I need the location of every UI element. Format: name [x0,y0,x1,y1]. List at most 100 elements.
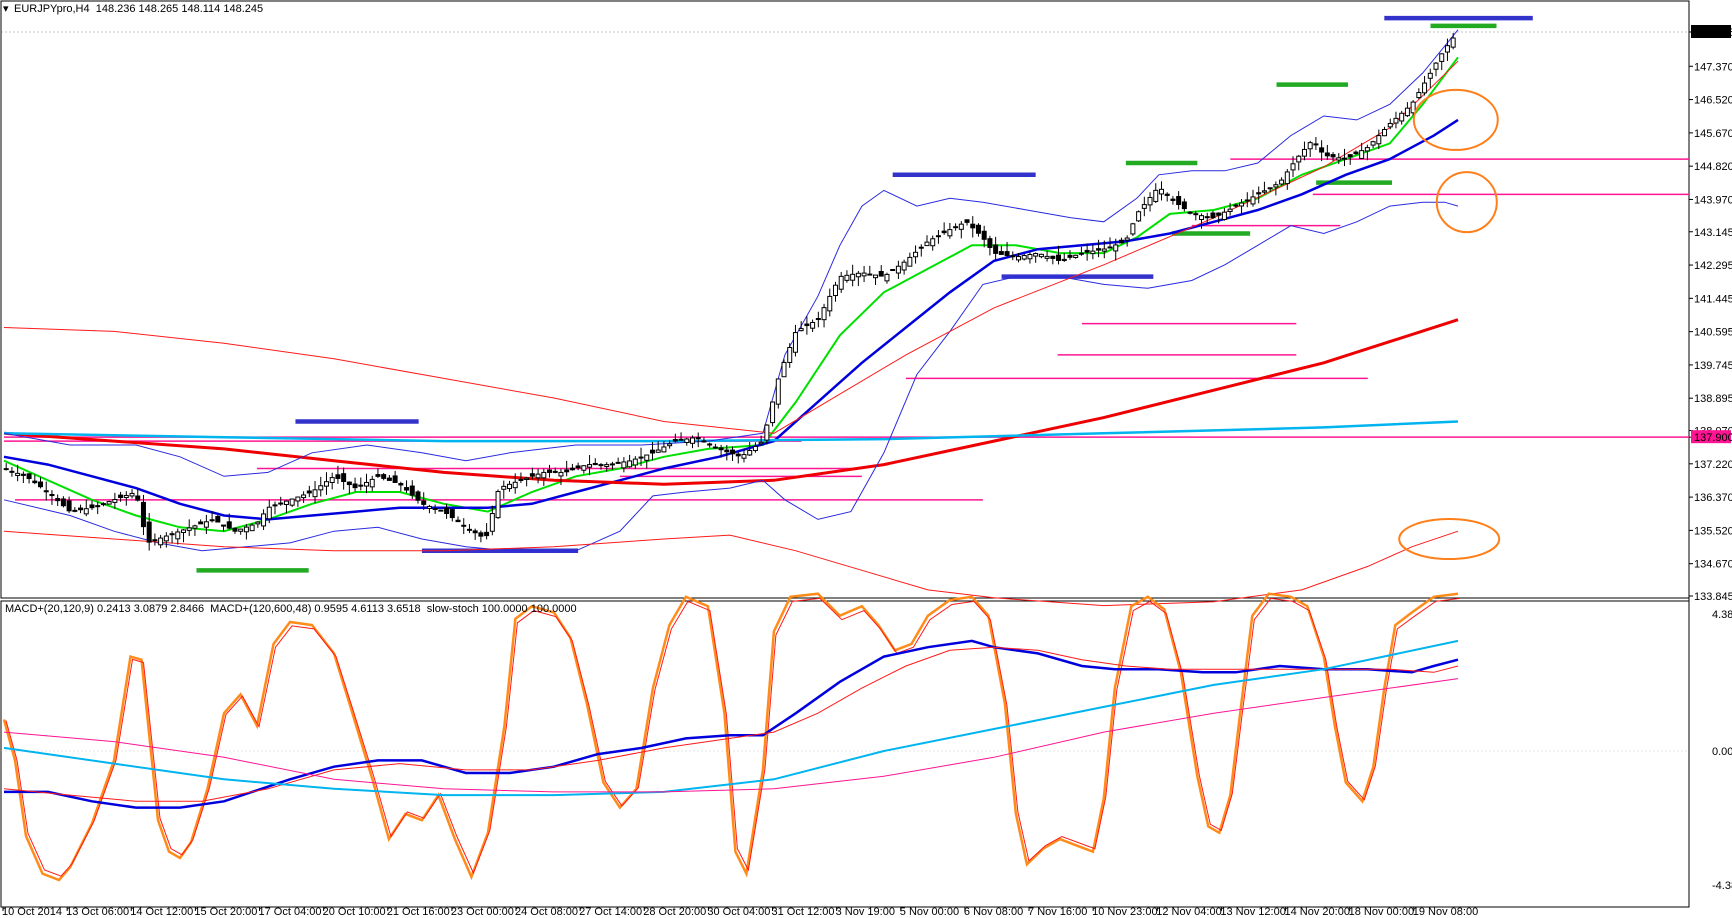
candle-body [1050,255,1056,259]
level-price-box [1691,430,1731,444]
candle-body [238,528,244,532]
candle-body [867,273,873,276]
candle-body [1296,155,1302,163]
time-tick-label: 31 Oct 12:00 [772,906,835,918]
price-tick-label: 142.295 [1694,260,1732,272]
candle-body [781,361,787,378]
candle-body [815,318,821,321]
candle-body [449,509,455,519]
candle-body [1359,150,1365,159]
candle-body [724,449,730,453]
candle-body [1382,128,1388,137]
candle-body [935,235,941,238]
candle-body [501,485,507,490]
candle-body [1399,112,1405,122]
candle-body [272,504,278,507]
time-tick-label: 20 Oct 10:00 [323,906,386,918]
candle-body [838,275,844,290]
candle-body [552,470,558,473]
candle-body [1233,204,1239,207]
candle-body [20,473,26,476]
candle-body [661,446,667,453]
time-tick-label: 24 Oct 08:00 [515,906,578,918]
candle-body [1158,188,1164,195]
price-tick-label: 133.845 [1694,591,1732,603]
time-tick-label: 15 Oct 20:00 [194,906,257,918]
candle-body [741,454,747,459]
candle-body [1136,211,1142,222]
candle-body [26,473,32,480]
time-tick-label: 3 Nov 19:00 [836,906,895,918]
candle-body [953,226,959,229]
candle-body [249,524,255,532]
candle-body [615,461,621,464]
candle-body [506,483,512,490]
candle-body [775,378,781,405]
candle-body [1273,184,1279,188]
price-tick-label: 143.970 [1694,194,1732,206]
candle-body [884,273,890,282]
candle-body [221,524,227,527]
candle-body [1324,152,1330,157]
candle-body [598,464,604,467]
candle-body [1450,37,1456,48]
candle-body [329,477,335,483]
candle-body [1010,255,1016,258]
candle-body [398,483,404,486]
candle-body [1147,196,1153,206]
candle-body [1101,248,1107,252]
oscillator-line-macd_blue [4,639,1459,809]
candle-body [1290,163,1296,171]
candle-body [1078,252,1084,255]
candle-body [1410,101,1416,114]
candle-body [913,251,919,258]
candle-body [970,223,976,229]
candle-body [312,489,318,498]
candle-body [283,500,289,506]
indicator-line-ema_fast [3,56,1459,533]
candle-body [404,487,410,491]
candle-body [695,437,701,440]
candle-body [495,490,501,519]
candle-body [381,474,387,479]
time-tick-label: 27 Oct 14:00 [579,906,642,918]
candle-body [135,495,141,501]
candle-body [810,321,816,329]
annotation-circle-mid-right[interactable] [1435,171,1498,234]
price-panel [3,15,1689,607]
price-tick-label: 143.145 [1694,227,1732,239]
annotation-circle-top-right[interactable] [1412,88,1499,151]
candle-body [798,328,804,332]
annotation-circle-lower-right[interactable] [1398,518,1501,561]
candle-body [66,500,72,512]
candle-body [1210,212,1216,219]
indicator-line-env_lower [3,530,1459,607]
candle-body [415,491,421,501]
candle-body [855,272,861,278]
candle-body [1067,254,1073,258]
candle-body [1176,196,1182,206]
candle-body [1153,189,1159,202]
candle-body [758,441,764,445]
time-tick-label: 18 Nov 00:00 [1349,906,1414,918]
candle-body [1439,53,1445,62]
candle-body [392,475,398,483]
symbol-info: EURJPYpro,H4 148.236 148.265 148.114 148… [14,3,263,15]
candle-body [621,461,627,469]
candle-body [792,332,798,353]
price-panel-frame [0,0,1690,599]
candle-body [1033,252,1039,257]
symbol-dropdown-icon[interactable]: ▾ [3,3,9,15]
time-tick-label: 14 Oct 12:00 [130,906,193,918]
candle-body [118,494,124,498]
price-tick-label: 139.745 [1694,360,1732,372]
candle-body [426,505,432,509]
current-price-box [1691,25,1731,38]
candle-body [180,529,186,534]
candle-body [1433,62,1439,70]
time-tick-label: 19 Nov 08:00 [1413,906,1478,918]
candle-body [1244,199,1250,202]
candle-body [38,481,44,488]
candle-body [1170,198,1176,201]
